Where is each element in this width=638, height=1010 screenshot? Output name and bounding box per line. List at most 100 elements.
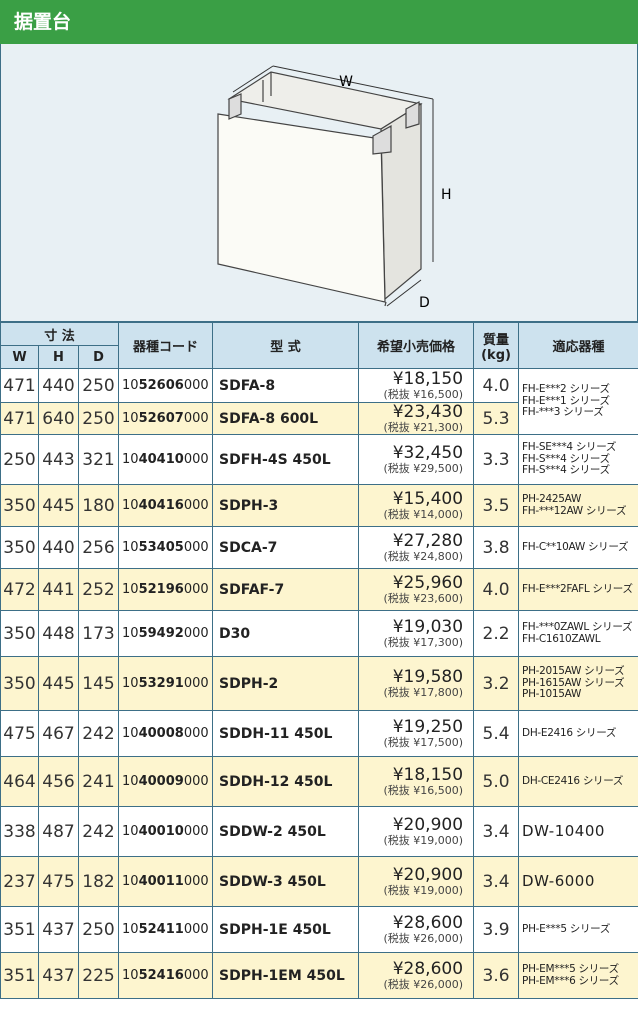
compatible-item: PH-1615AW シリーズ [522,676,625,689]
product-code: 1040410000 [118,434,214,485]
compatible-item: FH-C**10AW シリーズ [522,540,629,553]
compatible: FH-E***2FAFL シリーズ [518,568,638,611]
dim-w: 250 [0,434,39,485]
dim-d: 250 [77,906,120,953]
price-cell: ¥32,450 (税抜 ¥29,500) [358,434,475,485]
table-row: 350 448 173 1059492000 D30 ¥19,030 (税抜 ¥17,300… [0,610,638,657]
header-price: 希望小売価格 [358,322,475,369]
header-h: H [38,345,79,369]
compatible-item: FH-S***4 シリーズ [522,452,610,465]
product-code: 1052607000 [118,402,214,435]
model: SDFA-8 [212,368,360,403]
weight: 3.5 [473,484,520,527]
table-row: 350 445 180 1040416000 SDPH-3 ¥15,400 (税抜 ¥14,… [0,484,638,527]
weight: 5.4 [473,710,520,757]
compatible-item: FH-E***2FAFL シリーズ [522,582,633,595]
price: ¥28,600 [392,958,464,979]
dim-h: 440 [38,526,79,569]
compatible-item: PH-2015AW シリーズ [522,665,625,678]
dim-h: 437 [38,906,79,953]
dim-h: 437 [38,952,79,999]
dim-h: 640 [38,402,79,435]
price-cell: ¥20,900 (税抜 ¥19,000) [358,806,475,857]
compatible-item: FH-S***4 シリーズ [522,464,610,477]
price-ex-tax: (税抜 ¥17,800) [383,685,464,699]
dim-w: 351 [0,906,39,953]
dim-d: 250 [77,402,120,435]
price: ¥32,450 [392,442,464,463]
header-weight: 質量 (kg) [473,322,520,369]
price-cell: ¥28,600 (税抜 ¥26,000) [358,952,475,999]
compatible-item: FH-E***2 シリーズ [522,383,610,396]
dim-d: 145 [77,656,120,711]
price-cell: ¥15,400 (税抜 ¥14,000) [358,484,475,527]
dim-w: 350 [0,610,39,657]
model: SDFAF-7 [212,568,360,611]
price: ¥19,030 [392,616,464,637]
price: ¥18,150 [392,764,464,785]
product-code: 1052416000 [118,952,214,999]
weight: 3.2 [473,656,520,711]
weight: 2.2 [473,610,520,657]
dim-h: 443 [38,434,79,485]
dim-h: 448 [38,610,79,657]
dim-h: 467 [38,710,79,757]
model: SDPH-1E 450L [212,906,360,953]
dim-d: 252 [77,568,120,611]
price-cell: ¥20,900 (税抜 ¥19,000) [358,856,475,907]
price: ¥25,960 [392,572,464,593]
dim-d: 242 [77,806,120,857]
price-ex-tax: (税抜 ¥16,500) [383,387,464,401]
price-ex-tax: (税抜 ¥17,500) [383,735,464,749]
price-ex-tax: (税抜 ¥29,500) [383,461,464,475]
weight: 3.4 [473,856,520,907]
table-row: 350 440 256 1053405000 SDCA-7 ¥27,280 (税抜 ¥24,… [0,526,638,569]
price-cell: ¥19,030 (税抜 ¥17,300) [358,610,475,657]
price: ¥15,400 [392,488,464,509]
compatible-item: FH-***12AW シリーズ [522,504,627,517]
product-code: 1053291000 [118,656,214,711]
price-cell: ¥19,580 (税抜 ¥17,800) [358,656,475,711]
dim-h: 487 [38,806,79,857]
dim-d: 241 [77,756,120,807]
price-cell: ¥18,150 (税抜 ¥16,500) [358,368,475,403]
product-code: 1040010000 [118,806,214,857]
weight: 3.3 [473,434,520,485]
compatible-item: FH-SE***4 シリーズ [522,441,617,454]
dim-w: 472 [0,568,39,611]
weight: 5.3 [473,402,520,435]
dim-h: 456 [38,756,79,807]
product-code: 1053405000 [118,526,214,569]
product-code: 1059492000 [118,610,214,657]
model: SDCA-7 [212,526,360,569]
compatible: DH-CE2416 シリーズ [518,756,638,807]
compatible: PH-2425AW FH-***12AW シリーズ [518,484,638,527]
compatible: FH-C**10AW シリーズ [518,526,638,569]
dim-w: 237 [0,856,39,907]
table-row: 475 467 242 1040008000 SDDH-11 450L ¥19,250 (税… [0,710,638,757]
price-cell: ¥23,430 (税抜 ¥21,300) [358,402,475,435]
product-code: 1052411000 [118,906,214,953]
dim-h: 441 [38,568,79,611]
price: ¥20,900 [392,814,464,835]
compatible: PH-2015AW シリーズ PH-1615AW シリーズ PH-1015AW [518,656,638,711]
price-ex-tax: (税抜 ¥26,000) [383,931,464,945]
price-cell: ¥28,600 (税抜 ¥26,000) [358,906,475,953]
dim-w: 464 [0,756,39,807]
compatible: FH-E***2 シリーズ FH-E***1 シリーズ FH-***3 シリーズ [518,368,638,435]
header-model: 型 式 [212,322,360,369]
price: ¥19,250 [392,716,464,737]
dim-d: 321 [77,434,120,485]
header-d: D [77,345,120,369]
weight: 3.6 [473,952,520,999]
model: SDDH-11 450L [212,710,360,757]
dim-h: 475 [38,856,79,907]
compatible: DW-6000 [518,856,638,907]
dim-d: 225 [77,952,120,999]
compatible-item: PH-E***5 シリーズ [522,922,611,935]
price-ex-tax: (税抜 ¥17,300) [383,635,464,649]
dim-w: 351 [0,952,39,999]
price: ¥23,430 [392,402,464,422]
